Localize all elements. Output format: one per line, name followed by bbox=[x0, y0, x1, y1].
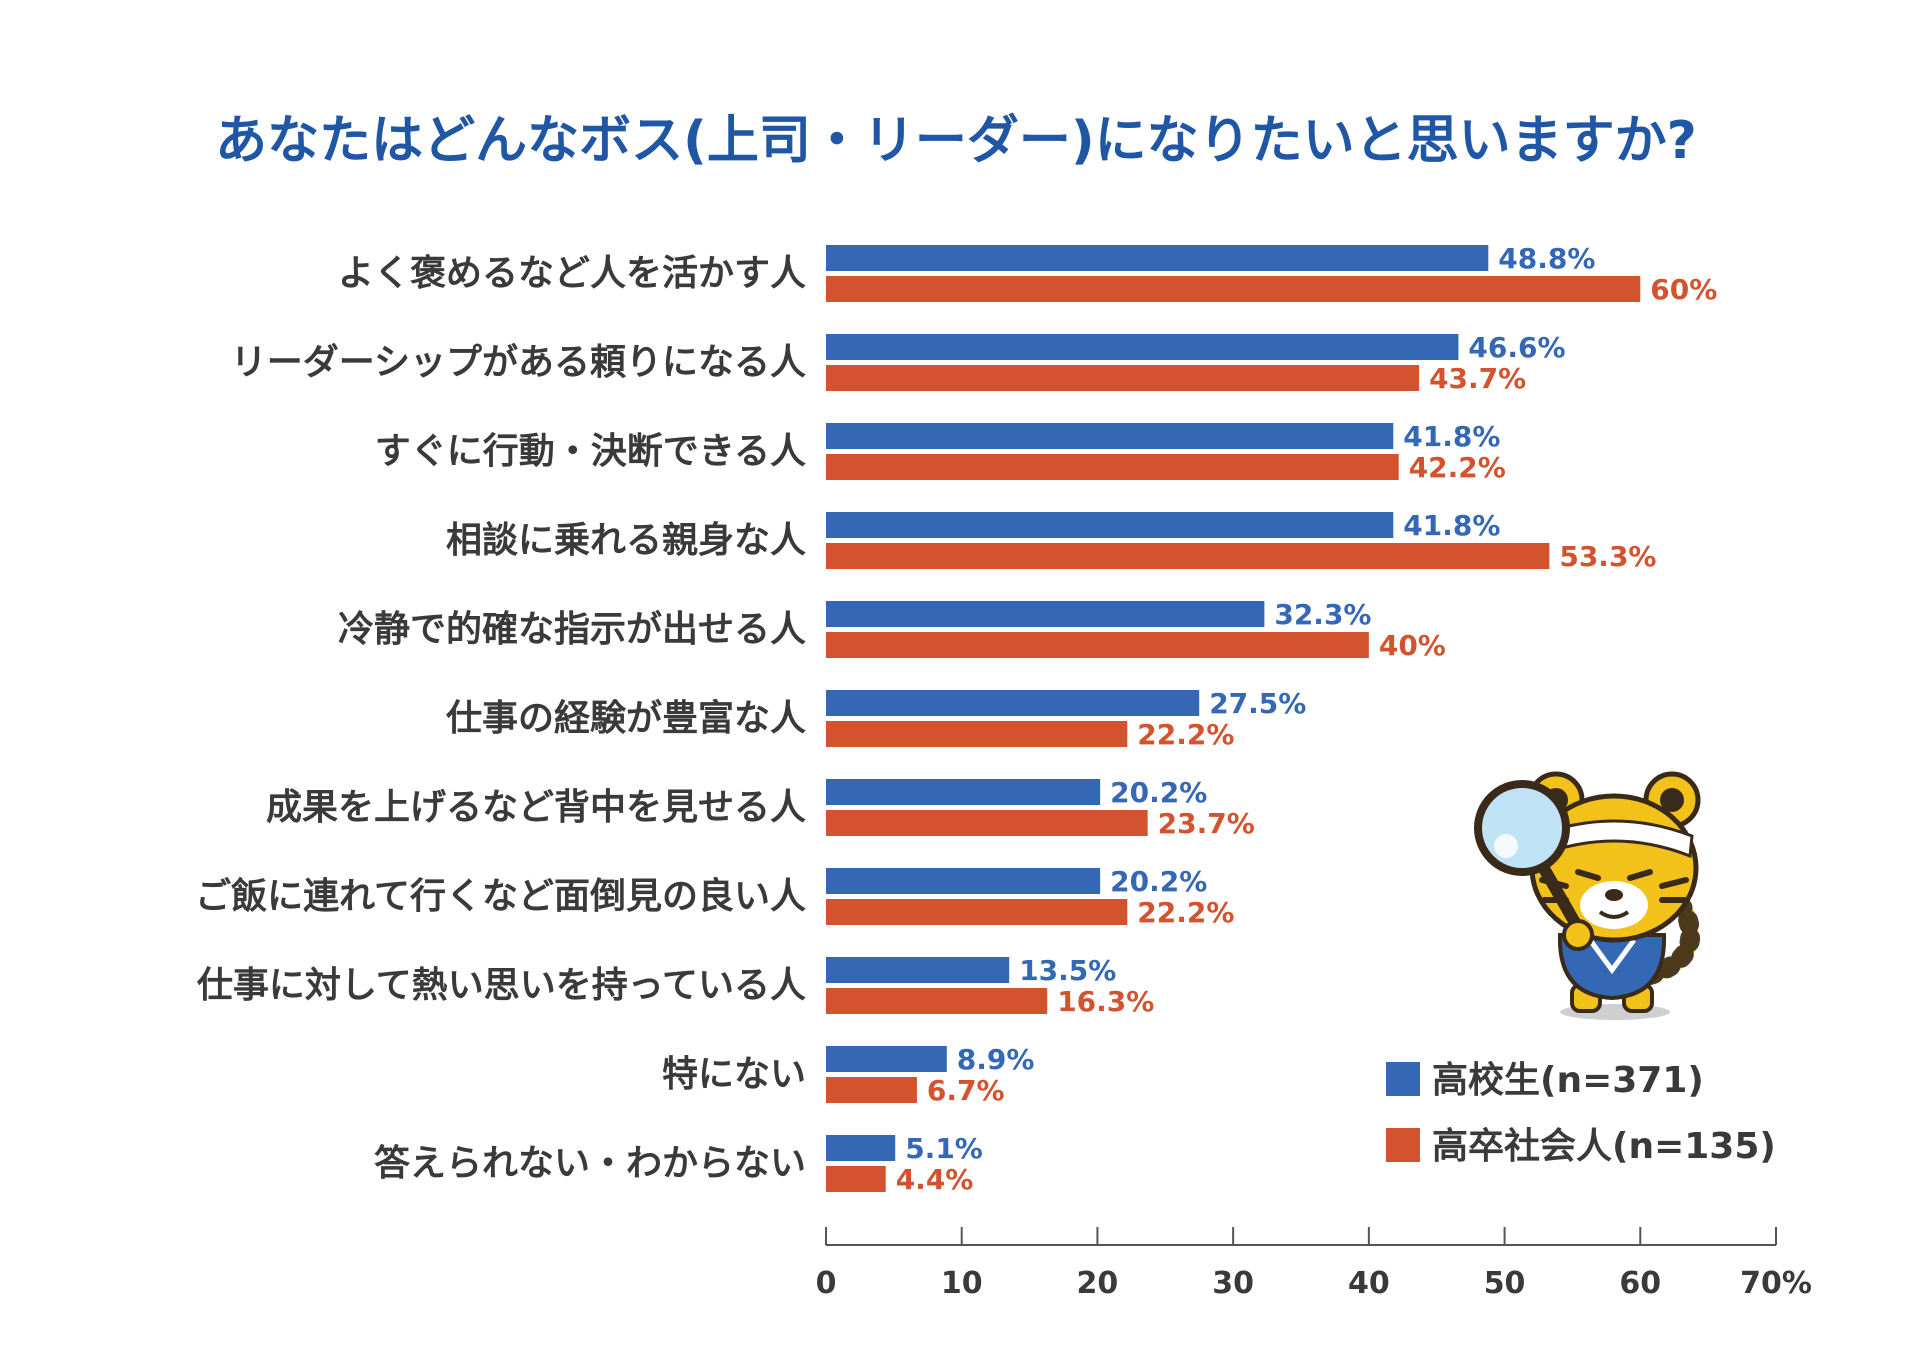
bar-value-label: 53.3% bbox=[1559, 540, 1656, 573]
category-label: 冷静で的確な指示が出せる人 bbox=[338, 609, 806, 650]
bar-series-2 bbox=[826, 1166, 886, 1192]
x-tick-label: 10 bbox=[941, 1266, 983, 1301]
bar-series-1 bbox=[826, 512, 1394, 538]
bar-series-1 bbox=[826, 601, 1265, 627]
legend-label: 高校生(n=371) bbox=[1432, 1060, 1704, 1101]
bar-series-2 bbox=[826, 988, 1048, 1014]
bar-series-2 bbox=[826, 365, 1420, 391]
x-tick-label: 40 bbox=[1348, 1266, 1390, 1301]
bar-value-label: 42.2% bbox=[1409, 451, 1506, 484]
bar-value-label: 41.8% bbox=[1403, 509, 1500, 542]
category-label: 相談に乗れる親身な人 bbox=[446, 520, 806, 561]
category-label: 特にない bbox=[662, 1054, 806, 1095]
legend-label: 高卒社会人(n=135) bbox=[1432, 1126, 1776, 1167]
bar-value-label: 20.2% bbox=[1110, 776, 1207, 809]
chart-title: あなたはどんなボス(上司・リーダー)になりたいと思いますか? bbox=[215, 111, 1697, 171]
x-tick-label: 0 bbox=[816, 1266, 837, 1301]
legend-swatch bbox=[1386, 1062, 1420, 1096]
bar-value-label: 40% bbox=[1379, 629, 1446, 662]
bar-value-label: 41.8% bbox=[1403, 420, 1500, 453]
bar-value-label: 20.2% bbox=[1110, 865, 1207, 898]
bar-series-1 bbox=[826, 1135, 896, 1161]
bar-series-2 bbox=[826, 632, 1369, 658]
bar-series-2 bbox=[826, 721, 1128, 747]
category-label: 成果を上げるなど背中を見せる人 bbox=[266, 787, 806, 828]
bar-series-2 bbox=[826, 810, 1148, 836]
bar-value-label: 43.7% bbox=[1429, 362, 1526, 395]
bar-series-1 bbox=[826, 957, 1010, 983]
bar-value-label: 48.8% bbox=[1498, 242, 1595, 275]
bar-value-label: 32.3% bbox=[1274, 598, 1371, 631]
category-label: すぐに行動・決断できる人 bbox=[375, 431, 806, 472]
x-tick-label: 30 bbox=[1212, 1266, 1254, 1301]
bar-value-label: 6.7% bbox=[927, 1074, 1005, 1107]
x-tick-label: 20 bbox=[1077, 1266, 1119, 1301]
x-tick-label: 70% bbox=[1740, 1266, 1812, 1301]
bar-series-2 bbox=[826, 543, 1550, 569]
category-label: 答えられない・わからない bbox=[374, 1143, 806, 1184]
category-label: 仕事に対して熱い思いを持っている人 bbox=[197, 965, 806, 1006]
category-label: よく褒めるなど人を活かす人 bbox=[338, 253, 806, 294]
bar-value-label: 23.7% bbox=[1158, 807, 1255, 840]
bar-value-label: 5.1% bbox=[905, 1132, 983, 1165]
bar-series-1 bbox=[826, 334, 1459, 360]
category-label: 仕事の経験が豊富な人 bbox=[446, 697, 806, 739]
bar-value-label: 60% bbox=[1650, 273, 1717, 306]
bar-series-2 bbox=[826, 1077, 917, 1103]
bar-value-label: 13.5% bbox=[1019, 954, 1116, 987]
bar-value-label: 27.5% bbox=[1209, 687, 1306, 720]
category-label: ご飯に連れて行くなど面倒見の良い人 bbox=[195, 876, 806, 917]
bar-value-label: 22.2% bbox=[1137, 718, 1234, 751]
x-tick-label: 50 bbox=[1484, 1266, 1526, 1301]
bar-series-1 bbox=[826, 1046, 947, 1072]
bar-series-2 bbox=[826, 899, 1128, 925]
x-tick-label: 60 bbox=[1619, 1266, 1661, 1301]
bar-series-1 bbox=[826, 779, 1101, 805]
bar-series-1 bbox=[826, 868, 1101, 894]
bar-series-1 bbox=[826, 690, 1200, 716]
bar-series-2 bbox=[826, 454, 1399, 480]
bar-series-2 bbox=[826, 276, 1641, 302]
bar-value-label: 22.2% bbox=[1137, 896, 1234, 929]
tiger-mascot-illustration bbox=[1474, 771, 1701, 1020]
bar-value-label: 16.3% bbox=[1057, 985, 1154, 1018]
legend-swatch bbox=[1386, 1128, 1420, 1162]
bar-series-1 bbox=[826, 423, 1394, 449]
bar-value-label: 4.4% bbox=[896, 1163, 974, 1196]
category-label: リーダーシップがある頼りになる人 bbox=[231, 342, 806, 383]
bar-value-label: 46.6% bbox=[1468, 331, 1565, 364]
bar-value-label: 8.9% bbox=[957, 1043, 1035, 1076]
bar-series-1 bbox=[826, 245, 1489, 271]
